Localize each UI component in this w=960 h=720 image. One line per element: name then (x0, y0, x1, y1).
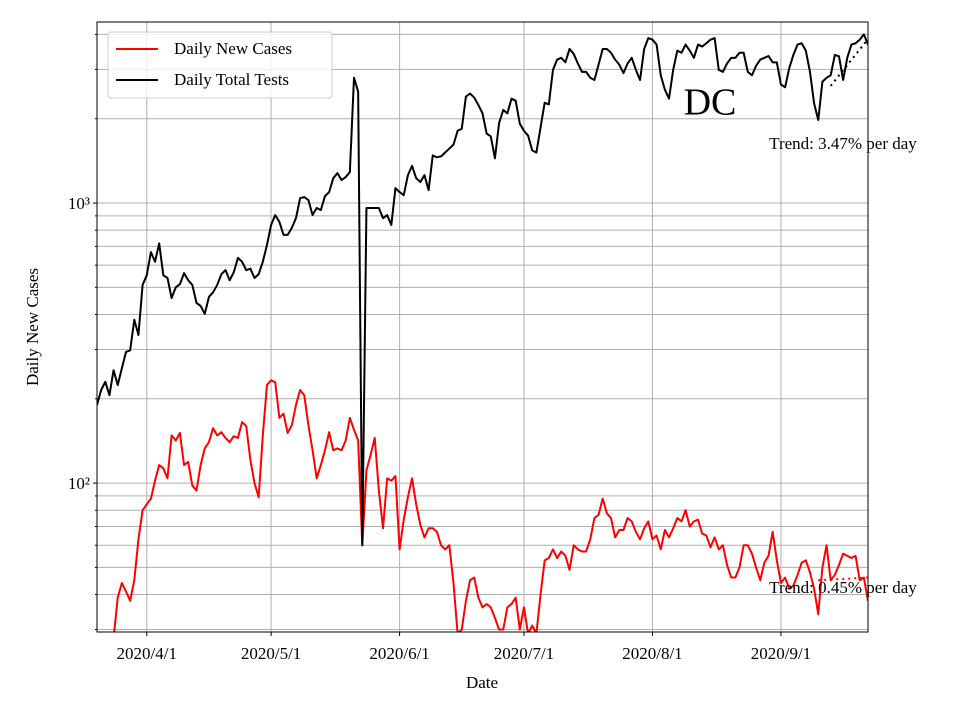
x-tick-label: 2020/9/1 (751, 644, 811, 663)
annotation: DC (684, 82, 737, 124)
x-tick-label: 2020/7/1 (494, 644, 554, 663)
series-line (113, 379, 868, 632)
y-tick-label: 10² (68, 474, 90, 493)
legend-box (107, 31, 333, 99)
y-axis-label: Daily New Cases (23, 268, 42, 386)
legend: Daily New Cases Daily Total Tests (107, 31, 333, 99)
trend-label: Trend: 3.47% per day (769, 134, 917, 153)
y-tick-label: 10³ (68, 194, 90, 213)
axes-frame (96, 21, 869, 633)
x-axis-label: Date (466, 673, 498, 692)
series-line (97, 33, 868, 547)
trend-label: Trend: 0.45% per day (769, 578, 917, 597)
x-tick-label: 2020/5/1 (241, 644, 301, 663)
x-tick-label: 2020/8/1 (622, 644, 682, 663)
x-tick-label: 2020/4/1 (117, 644, 177, 663)
trend-line (818, 576, 868, 582)
legend-label: Daily Total Tests (174, 70, 289, 89)
x-tick-label: 2020/6/1 (369, 644, 429, 663)
legend-label: Daily New Cases (174, 39, 292, 58)
grid (97, 22, 868, 632)
trend-line (829, 38, 868, 87)
plot-area (97, 33, 868, 632)
